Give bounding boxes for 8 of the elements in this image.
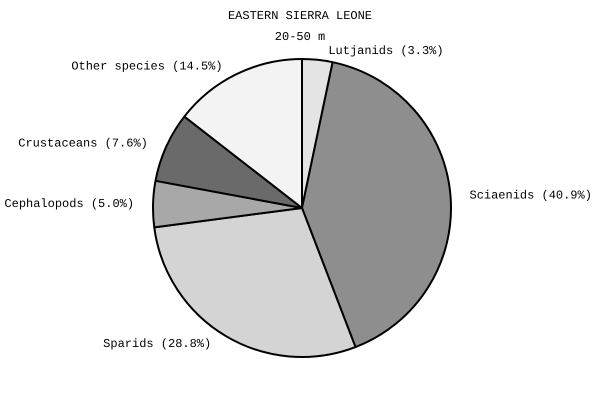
slice-label: Crustaceans (7.6%) bbox=[18, 136, 148, 150]
slice-label: Other species (14.5%) bbox=[71, 59, 223, 74]
chart-title: EASTERN SIERRA LEONE bbox=[228, 9, 372, 24]
slice-label: Lutjanids (3.3%) bbox=[328, 44, 444, 58]
slice-label: Cephalopods (5.0%) bbox=[4, 196, 134, 211]
chart-subtitle: 20-50 m bbox=[274, 30, 326, 44]
slice-label: Sciaenids (40.9%) bbox=[469, 188, 592, 203]
slice-label: Sparids (28.8%) bbox=[103, 336, 212, 351]
